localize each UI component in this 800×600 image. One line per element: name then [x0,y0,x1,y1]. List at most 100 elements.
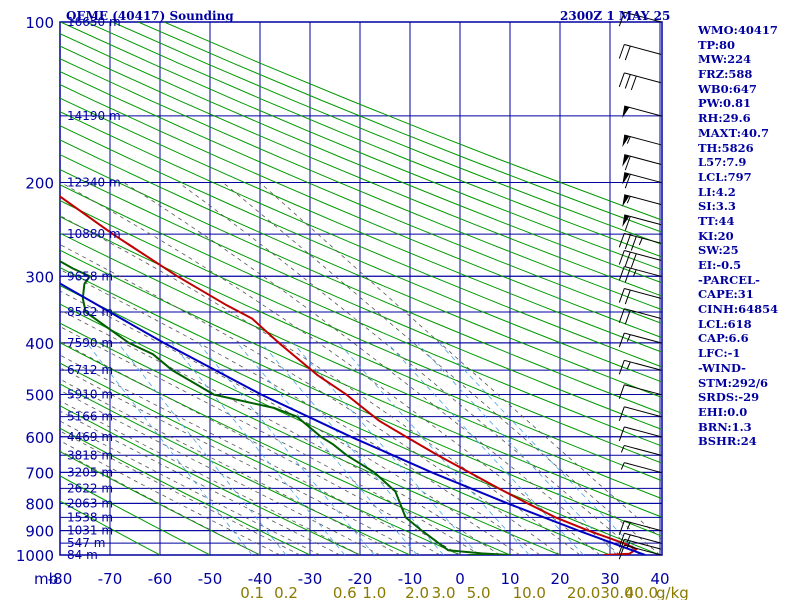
temperature-tick-label: 40 [650,570,669,588]
moist-adiabat-line [259,182,662,540]
stat-item: LCL:618 [698,316,752,331]
mixing-ratio-line [237,342,418,555]
dewpoint-point [273,407,275,409]
temperature-tick-label: 20 [550,570,569,588]
temperature-tick-label: -50 [198,570,223,588]
mixing-ratio-label: 3.0 [432,584,456,600]
moist-adiabat-line [60,389,381,555]
barb-full [618,233,625,248]
moist-adiabat-line [60,268,541,555]
moist-adiabat-line [60,400,361,555]
wind-barb [618,288,662,305]
barb-full [630,75,637,91]
barb-full [624,216,631,231]
stat-item: LFC:-1 [698,346,741,361]
moist-adiabat-line [60,290,521,555]
mixing-ratio-label: 10.0 [513,584,546,600]
temperature-tick-label: -40 [248,570,273,588]
wind-barb [618,11,662,27]
pressure-grid [59,21,663,556]
dry-adiabat-line [60,303,611,555]
dewpoint-point [480,552,483,554]
chart-title: QEME (40417) Sounding [66,9,234,23]
dry-adiabat-line [60,232,662,500]
barb-full [618,520,625,535]
barb-full [624,234,631,250]
wind-barb [620,444,662,456]
wind-barb [618,44,662,61]
wind-barb [618,232,662,251]
moist-adiabat-line [178,182,641,555]
moist-adiabat-line [60,182,601,555]
barb-staff [624,544,662,556]
height-label: 1031 m [67,524,113,538]
barb-full [618,360,625,375]
wind-barb [618,332,662,348]
barb-full [624,173,631,189]
mixing-ratio-label: 0.1 [240,584,264,600]
barb-staff [624,462,662,473]
dewpoint-point [72,267,74,270]
stat-item: WMO:40417 [698,23,778,37]
height-label: 3818 m [67,448,113,462]
moist-adiabat-line [60,450,261,555]
wind-barb [620,462,662,473]
mixing-ratio-label: 20.0 [567,584,600,600]
barb-flag [622,172,630,185]
dewpoint-point [85,311,87,313]
dry-adiabat-line [60,383,411,555]
barb-full [618,332,625,348]
dewpoint-point [394,490,397,493]
barb-staff [624,444,662,456]
parcel-point [506,502,508,504]
barb-flag [622,134,630,147]
barb-full [624,289,631,305]
moist-adiabat-line [222,182,661,555]
wind-barb [618,406,662,421]
barb-full [624,267,631,283]
temperature-tick-label: 10 [500,570,519,588]
dry-adiabat-line [60,84,662,339]
temperature-point [226,304,228,306]
stat-item: RH:29.6 [698,111,751,126]
parcel-point [163,342,165,344]
dry-adiabat-line [60,22,662,271]
height-label: 5910 m [67,388,113,402]
height-label: 9658 m [67,269,113,283]
barb-half [626,361,631,370]
dewpoint-point [296,416,298,418]
barb-full [618,11,625,27]
parcel-point [431,471,433,474]
barb-half [620,462,625,470]
moist-adiabat-line [60,410,341,555]
stat-item: CAP:6.6 [698,331,749,346]
dewpoint-point [82,297,84,299]
temperature-point [176,275,179,277]
barb-full [624,74,631,89]
barb-full [618,406,625,421]
barb-staff [624,406,662,418]
dewpoint-point [89,275,91,277]
dewpoint-point [447,549,449,551]
dewpoint-point [171,369,173,371]
height-label: 8562 m [67,305,113,319]
dry-adiabat-line [60,58,662,311]
barb-full [624,45,631,61]
pressure-tick-label: 500 [25,387,54,405]
temperature-tick-label: -80 [48,570,73,588]
wind-barbs [618,11,662,560]
dry-adiabat-line [60,33,662,284]
dry-adiabat-line [60,111,662,368]
height-label: 14190 m [67,109,121,123]
axis-labels: -80 -70 -60 -50 -40 -30 -20 -10 0 10 20 30 40 100 200 3… [16,14,689,600]
barb-staff [624,384,662,396]
height-label: 12340 m [67,175,121,189]
stat-item: TT:44 [698,213,735,228]
dry-adiabat-line [60,184,662,447]
barb-half [626,196,631,204]
temperature-point [378,420,380,422]
height-label: 4469 m [67,430,113,444]
mixing-ratio-line [438,342,642,555]
temperature-point [317,374,319,376]
